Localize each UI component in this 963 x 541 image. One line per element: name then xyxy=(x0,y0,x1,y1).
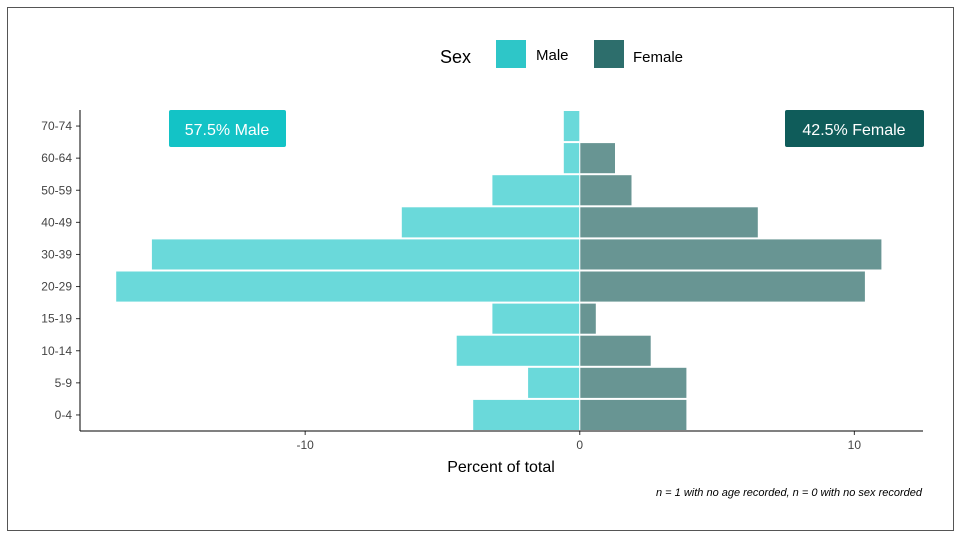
bar-male-0-4 xyxy=(472,398,581,431)
bar-female-40-49 xyxy=(579,206,759,239)
bar-male-10-14 xyxy=(455,334,581,367)
bar-female-50-59 xyxy=(579,174,633,207)
male-percent-label-bg xyxy=(169,110,286,147)
caption: n = 1 with no age recorded, n = 0 with n… xyxy=(656,487,923,499)
y-tick-labels: 0-4 5-9 10-14 15-19 20-29 30-39 40-49 50-59 60-6… xyxy=(41,119,80,422)
chart-frame: Sex Male Female 0-4 5-9 10-14 15-19 20-29 30-… xyxy=(7,7,954,531)
bar-male-15-19 xyxy=(491,302,581,335)
y-tick-label-0-4: 0-4 xyxy=(55,408,73,422)
bar-male-5-9 xyxy=(527,366,581,399)
bar-male-50-59 xyxy=(491,174,581,207)
bar-female-30-39 xyxy=(579,238,883,271)
y-tick-label-50-59: 50-59 xyxy=(41,183,72,197)
x-tick-label--10: -10 xyxy=(296,438,314,452)
legend-swatch-male xyxy=(496,40,526,68)
legend-label-male: Male xyxy=(536,47,569,64)
bar-male-40-49 xyxy=(400,206,581,239)
legend-swatch-female xyxy=(594,40,624,68)
legend-label-female: Female xyxy=(633,49,683,66)
x-axis: -10 0 10 xyxy=(296,431,861,452)
y-tick-label-60-64: 60-64 xyxy=(41,151,72,165)
x-tick-label-10: 10 xyxy=(848,438,862,452)
bar-male-60-64 xyxy=(562,142,581,175)
bar-female-5-9 xyxy=(579,366,688,399)
bar-female-15-19 xyxy=(579,302,597,335)
bar-female-0-4 xyxy=(579,398,688,431)
bar-male-20-29 xyxy=(115,270,581,303)
y-tick-label-15-19: 15-19 xyxy=(41,312,72,326)
bars-group xyxy=(115,110,883,431)
male-percent-label-text: 57.5% Male xyxy=(185,122,270,139)
y-tick-label-70-74: 70-74 xyxy=(41,119,72,133)
female-percent-label: 42.5% Female xyxy=(785,110,924,147)
bar-female-20-29 xyxy=(579,270,866,303)
x-tick-label-0: 0 xyxy=(576,438,583,452)
x-axis-label: Percent of total xyxy=(447,459,555,476)
male-percent-label: 57.5% Male xyxy=(169,110,286,147)
y-tick-label-30-39: 30-39 xyxy=(41,247,72,261)
female-percent-label-bg xyxy=(785,110,924,147)
y-tick-label-20-29: 20-29 xyxy=(41,280,72,294)
bar-female-10-14 xyxy=(579,334,652,367)
y-tick-label-5-9: 5-9 xyxy=(55,376,73,390)
bar-male-70-74 xyxy=(562,110,581,143)
y-tick-label-40-49: 40-49 xyxy=(41,215,72,229)
female-percent-label-text: 42.5% Female xyxy=(802,122,905,139)
y-tick-label-10-14: 10-14 xyxy=(41,344,72,358)
bar-male-30-39 xyxy=(150,238,581,271)
legend: Sex Male Female xyxy=(440,40,683,68)
population-pyramid-chart: Sex Male Female 0-4 5-9 10-14 15-19 20-29 30-… xyxy=(41,40,924,499)
bar-female-60-64 xyxy=(579,142,616,175)
legend-title: Sex xyxy=(440,47,471,67)
